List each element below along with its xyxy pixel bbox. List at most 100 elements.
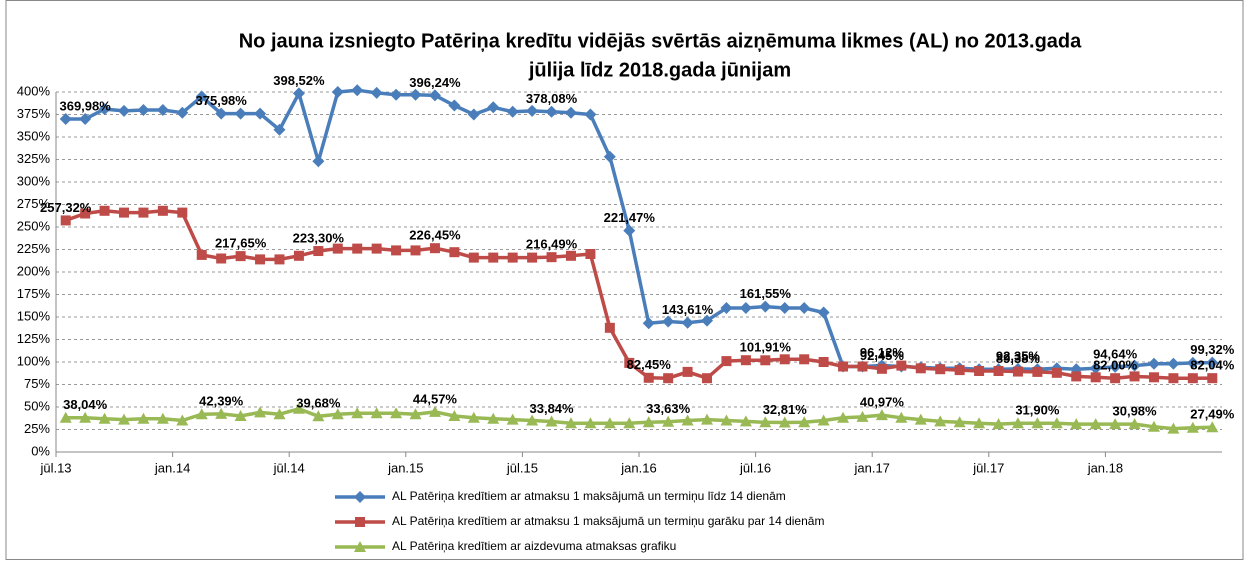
x-tick-label: jan.17 bbox=[853, 460, 889, 475]
marker bbox=[701, 314, 714, 327]
marker bbox=[895, 411, 908, 423]
marker bbox=[662, 315, 675, 328]
marker bbox=[449, 247, 460, 258]
marker bbox=[351, 407, 364, 419]
data-label: 39,68% bbox=[296, 396, 341, 411]
data-label: 89,38% bbox=[996, 351, 1041, 366]
marker bbox=[1110, 373, 1121, 384]
marker bbox=[448, 99, 461, 112]
marker bbox=[156, 104, 169, 116]
chart-title: jūlija līdz 2018.gada jūnijam bbox=[528, 59, 791, 81]
marker bbox=[79, 113, 92, 126]
marker bbox=[331, 86, 344, 98]
marker bbox=[1147, 357, 1160, 370]
marker bbox=[778, 416, 791, 428]
marker bbox=[1109, 360, 1122, 373]
marker bbox=[1206, 421, 1219, 433]
y-tick-label: 325% bbox=[17, 151, 51, 166]
y-tick-label: 150% bbox=[17, 308, 51, 323]
marker bbox=[255, 254, 266, 265]
marker bbox=[215, 107, 228, 120]
data-label: 92,35% bbox=[996, 348, 1041, 363]
marker bbox=[429, 243, 440, 254]
marker bbox=[857, 361, 868, 372]
marker bbox=[1011, 417, 1024, 429]
marker bbox=[837, 411, 850, 423]
marker bbox=[545, 415, 558, 427]
marker bbox=[974, 366, 985, 376]
legend-label: AL Patēriņa kredītiem ar atmaksu 1 maksā… bbox=[392, 489, 786, 503]
marker bbox=[1032, 366, 1043, 377]
data-label: 378,08% bbox=[526, 91, 578, 106]
marker bbox=[817, 306, 830, 319]
marker bbox=[702, 373, 713, 384]
marker bbox=[623, 224, 636, 237]
marker bbox=[79, 411, 92, 423]
marker bbox=[740, 355, 751, 366]
x-tick-label: jūl.16 bbox=[739, 460, 771, 475]
marker bbox=[564, 417, 577, 429]
marker bbox=[312, 410, 325, 422]
marker bbox=[663, 373, 674, 384]
legend-marker bbox=[355, 517, 365, 527]
data-label: 96,12% bbox=[860, 345, 905, 360]
marker bbox=[137, 104, 150, 116]
marker bbox=[176, 414, 189, 426]
marker bbox=[915, 363, 926, 374]
chart-border bbox=[5, 0, 1244, 560]
marker bbox=[390, 88, 403, 101]
marker bbox=[1090, 372, 1101, 383]
marker bbox=[1186, 356, 1199, 369]
marker bbox=[80, 208, 91, 219]
marker bbox=[603, 150, 616, 163]
marker bbox=[875, 409, 888, 421]
data-label: 40,97% bbox=[860, 395, 905, 410]
marker bbox=[428, 405, 441, 417]
x-tick-label: jan.15 bbox=[387, 460, 423, 475]
marker bbox=[954, 365, 965, 376]
marker bbox=[662, 415, 675, 427]
marker bbox=[818, 357, 829, 367]
marker bbox=[739, 415, 752, 427]
marker bbox=[234, 107, 247, 120]
marker bbox=[935, 364, 946, 375]
marker bbox=[798, 416, 811, 428]
marker bbox=[293, 250, 304, 261]
marker bbox=[1206, 356, 1219, 369]
data-label: 375,98% bbox=[196, 93, 248, 108]
data-label: 38,04% bbox=[63, 397, 108, 412]
marker bbox=[914, 413, 927, 425]
marker bbox=[467, 108, 480, 121]
marker bbox=[817, 414, 830, 426]
data-label: 92,45% bbox=[860, 348, 905, 363]
marker bbox=[196, 249, 207, 260]
marker bbox=[992, 418, 1005, 430]
marker bbox=[506, 413, 519, 425]
marker bbox=[273, 123, 286, 136]
data-label: 217,65% bbox=[215, 236, 267, 251]
data-label: 226,45% bbox=[409, 228, 461, 243]
marker bbox=[721, 356, 732, 367]
y-tick-label: 400% bbox=[17, 83, 51, 98]
marker bbox=[1070, 418, 1083, 430]
marker bbox=[682, 366, 693, 377]
marker bbox=[216, 253, 227, 264]
data-label: 257,32% bbox=[40, 200, 92, 215]
marker bbox=[856, 410, 869, 422]
marker bbox=[584, 108, 597, 121]
marker bbox=[565, 250, 576, 261]
y-tick-label: 25% bbox=[24, 421, 50, 436]
marker bbox=[798, 302, 811, 314]
marker bbox=[973, 417, 986, 429]
marker bbox=[292, 402, 305, 414]
marker bbox=[760, 355, 771, 366]
marker bbox=[391, 245, 402, 256]
marker bbox=[1207, 373, 1218, 384]
marker bbox=[1147, 420, 1160, 432]
marker bbox=[545, 105, 558, 118]
x-tick-label: jan.18 bbox=[1087, 460, 1123, 475]
marker bbox=[409, 408, 422, 420]
marker bbox=[215, 407, 228, 419]
data-label: 398,52% bbox=[273, 73, 325, 88]
marker bbox=[546, 252, 557, 263]
